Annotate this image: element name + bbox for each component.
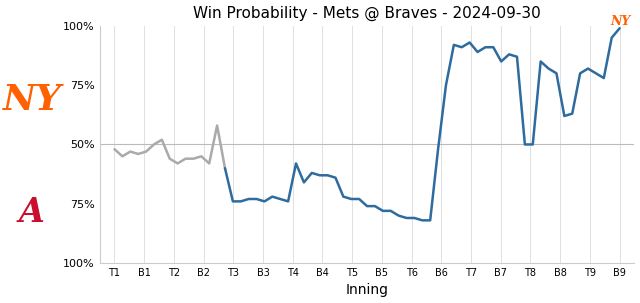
Text: NY: NY [611, 15, 631, 28]
Text: A: A [19, 196, 45, 228]
Title: Win Probability - Mets @ Braves - 2024-09-30: Win Probability - Mets @ Braves - 2024-0… [193, 5, 541, 21]
Text: NY: NY [3, 83, 61, 117]
X-axis label: Inning: Inning [346, 283, 388, 298]
